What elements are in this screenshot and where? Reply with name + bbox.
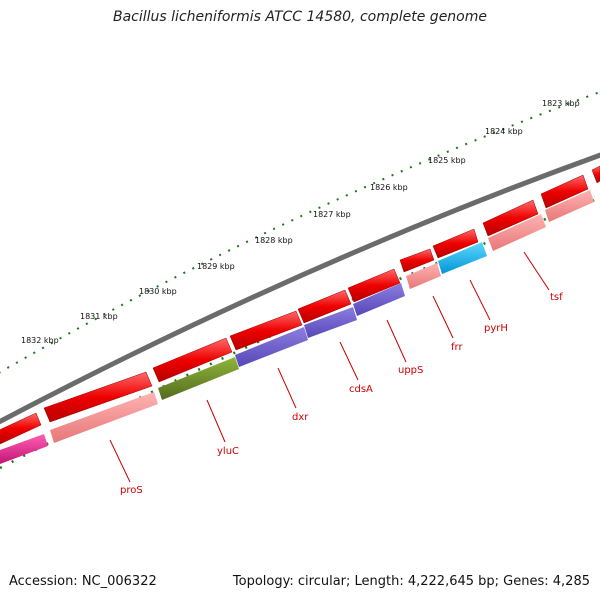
gene-arrow [482, 199, 539, 237]
gene-label-frr: frr [451, 342, 463, 353]
kbp-label: 1826 kbp [370, 183, 408, 192]
gene-arrow [297, 289, 352, 324]
gene-arrow [406, 263, 441, 289]
gene-arrow [438, 242, 487, 274]
leader-line [469, 279, 491, 321]
genome-backbone [0, 152, 600, 425]
gene-arrow [0, 412, 42, 445]
topology-text: Topology: circular; Length: 4,222,645 bp… [232, 574, 590, 589]
kbp-label: 1831 kbp [80, 312, 118, 321]
gene-arrow [488, 214, 546, 251]
scale-labels: 1823 kbp 1824 kbp 1825 kbp 1826 kbp 1827… [21, 99, 580, 345]
gene-arrow [432, 228, 479, 259]
gene-label-pyrh: pyrH [484, 323, 508, 334]
leader-line [109, 439, 131, 483]
kbp-label: 1829 kbp [197, 262, 235, 271]
gene-label-upps: uppS [398, 365, 423, 376]
gene-label-cdsa: cdsA [349, 384, 373, 395]
gene-label-pros: proS [120, 485, 143, 496]
kbp-label: 1823 kbp [542, 99, 580, 108]
gene-label-leaders [109, 251, 550, 483]
leader-line [339, 341, 359, 381]
leader-line [523, 251, 550, 291]
map-title: Bacillus licheniformis ATCC 14580, compl… [113, 9, 487, 25]
gene-arrow [545, 190, 594, 222]
gene-arrow [591, 165, 600, 184]
leader-line [206, 399, 226, 443]
leader-line [277, 367, 297, 409]
gene-arrow [540, 174, 589, 209]
gene-label-tsf: tsf [550, 292, 563, 303]
inner-gene-track [0, 190, 594, 464]
kbp-label: 1828 kbp [255, 236, 293, 245]
kbp-label: 1825 kbp [428, 156, 466, 165]
gene-arrow [347, 268, 401, 303]
gene-arrow [0, 434, 48, 464]
leader-line [432, 295, 454, 339]
gene-arrow [50, 392, 158, 443]
gene-arrow [152, 337, 233, 383]
gene-arrow [43, 371, 153, 423]
gene-arrow [229, 310, 303, 351]
gene-label-yluc: yluC [217, 446, 239, 457]
kbp-label: 1824 kbp [485, 127, 523, 136]
accession-text: Accession: NC_006322 [9, 574, 157, 589]
gene-arrow [353, 283, 405, 316]
kbp-label: 1830 kbp [139, 287, 177, 296]
leader-line [386, 319, 407, 363]
outer-gene-track [0, 165, 600, 445]
gene-arrow [158, 357, 239, 400]
kbp-label: 1827 kbp [313, 210, 351, 219]
gene-labels: tsf pyrH frr uppS cdsA dxr yluC proS [120, 292, 563, 496]
gene-label-dxr: dxr [292, 412, 309, 423]
gene-arrow [304, 307, 357, 338]
gene-arrow [399, 248, 435, 273]
kbp-label: 1832 kbp [21, 336, 59, 345]
gene-arrow [235, 327, 308, 367]
